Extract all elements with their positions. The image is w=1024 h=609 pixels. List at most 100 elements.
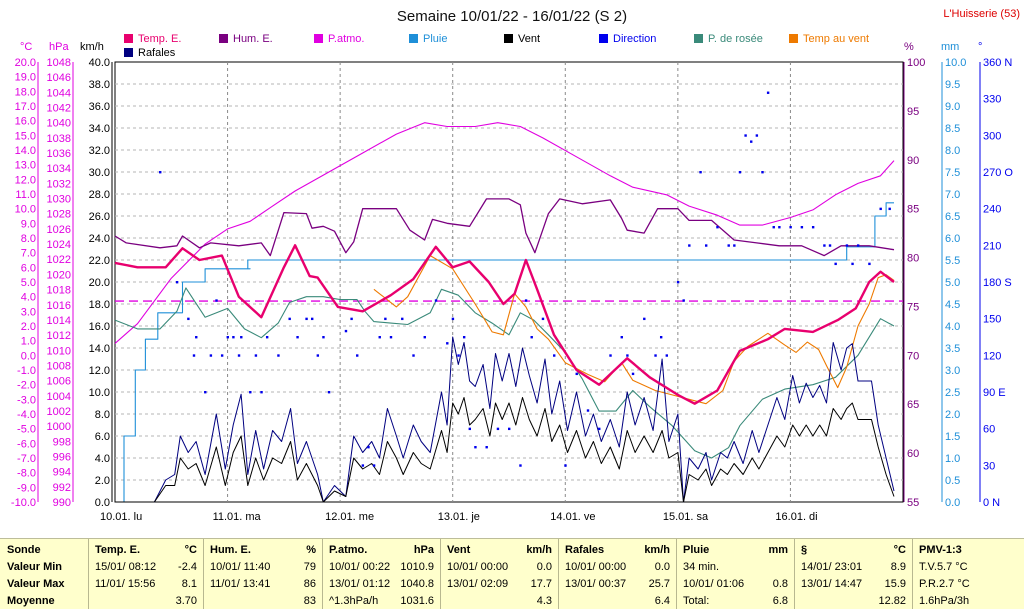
direction-point (626, 354, 629, 357)
weather-chart: Semaine 10/01/22 - 16/01/22 (S 2) L'Huis… (11, 8, 1020, 523)
series-hum (114, 198, 895, 257)
press-tick-label: 1014 (47, 315, 71, 327)
series-pluie (115, 202, 894, 503)
stats-header: Rafales (565, 544, 605, 556)
direction-point (750, 140, 753, 143)
temp-tick-label: -3.0 (17, 394, 36, 406)
direction-point (800, 226, 804, 229)
stats-when: 10/01/ 00:00 (447, 561, 509, 573)
legend-swatch-direction (599, 34, 608, 43)
rain-tick-label: 3.5 (945, 343, 960, 355)
direction-point (496, 427, 500, 431)
wind-tick-label: 8.0 (95, 409, 110, 421)
temp-tick-label: 2.0 (21, 321, 36, 333)
direction-point (260, 391, 263, 394)
temp-tick-label: -8.0 (17, 468, 36, 480)
stats-value: 17.7 (530, 578, 552, 590)
wind-tick-label: 14.0 (89, 343, 110, 355)
wind-tick-label: 38.0 (89, 79, 110, 91)
press-tick-label: 1046 (47, 72, 71, 84)
legend-label-patmo: P.atmo. (328, 33, 365, 45)
stats-when: 11/01/ 13:41 (210, 578, 271, 590)
temp-tick-label: 8.0 (21, 233, 36, 245)
press-tick-label: 1016 (47, 300, 71, 312)
direction-point (738, 171, 742, 174)
rain-tick-label: 8.0 (945, 145, 960, 157)
wind-tick-label: 20.0 (89, 277, 110, 289)
direction-point (682, 299, 685, 302)
direction-point (665, 354, 668, 357)
temp-tick-label: 0.0 (21, 350, 36, 362)
wind-tick-label: 18.0 (89, 299, 110, 311)
direction-point (716, 226, 719, 229)
stats-value: 83 (303, 595, 316, 607)
stats-when: 13/01/ 01:12 (329, 578, 391, 590)
x-tick-label: 12.01. me (325, 511, 374, 523)
rain-tick-label: 5.5 (945, 255, 960, 267)
dir-unit: ° (978, 41, 982, 53)
stats-when: 14/01/ 23:01 (801, 561, 863, 573)
rain-tick-label: 10.0 (945, 57, 966, 69)
direction-point (789, 226, 792, 229)
stats-when: 10/01/ 01:06 (683, 578, 745, 590)
dir-tick-label: 90 E (983, 387, 1006, 399)
wind-tick-label: 0.0 (95, 497, 110, 509)
legend-label-hum: Hum. E. (233, 33, 273, 45)
hum-tick-label: 70 (907, 350, 919, 362)
rain-tick-label: 7.0 (945, 189, 960, 201)
direction-point (727, 244, 730, 247)
rain-tick-label: 3.0 (945, 365, 960, 377)
wind-tick-label: 28.0 (89, 189, 110, 201)
press-tick-label: 1028 (47, 209, 71, 221)
direction-point (187, 317, 190, 321)
legend-swatch-vent (504, 34, 513, 43)
press-tick-label: 1002 (47, 406, 71, 418)
direction-point (851, 262, 854, 266)
temp-tick-label: -2.0 (17, 380, 36, 392)
direction-point (226, 336, 229, 339)
stats-value: 3.70 (175, 595, 197, 607)
dir-tick-label: 270 O (983, 167, 1013, 179)
dir-tick-label: 330 (983, 94, 1001, 106)
stats-value: 15.9 (884, 578, 906, 590)
press-tick-label: 1034 (47, 163, 71, 175)
temp-tick-label: 7.0 (21, 248, 36, 260)
x-tick-label: 10.01. lu (100, 511, 142, 523)
stats-when: 11/01/ 15:56 (95, 578, 156, 590)
stats-value: 6.4 (654, 595, 670, 607)
direction-point (811, 226, 815, 229)
wind-tick-label: 30.0 (89, 167, 110, 179)
x-tick-label: 13.01. je (438, 511, 480, 523)
wind-tick-label: 22.0 (89, 255, 110, 267)
press-tick-label: 1020 (47, 269, 71, 281)
wind-unit: km/h (80, 41, 104, 53)
temp-tick-label: 17.0 (15, 101, 36, 113)
stats-when: 10/01/ 11:40 (210, 561, 271, 573)
direction-point (195, 336, 198, 339)
direction-point (327, 391, 331, 394)
stats-value: 6.8 (772, 595, 788, 607)
stats-header: PMV-1:3 (919, 544, 962, 556)
direction-point (699, 171, 702, 174)
direction-point (845, 244, 849, 247)
temp-tick-label: -5.0 (17, 424, 36, 436)
direction-point (372, 464, 376, 467)
direction-point (209, 354, 213, 357)
direction-point (288, 317, 291, 321)
legend-label-tempvent: Temp au vent (803, 33, 869, 45)
direction-point (344, 329, 348, 333)
stats-value: 8.1 (181, 578, 197, 590)
legend-swatch-rosee (694, 34, 703, 43)
direction-point (778, 226, 781, 229)
temp-tick-label: 20.0 (15, 57, 36, 69)
direction-point (609, 354, 612, 357)
hum-tick-label: 75 (907, 301, 919, 313)
temp-tick-label: 1.0 (21, 336, 36, 348)
stats-when: 34 min. (683, 561, 720, 573)
direction-point (688, 244, 691, 247)
wind-tick-label: 4.0 (95, 453, 110, 465)
press-tick-label: 1022 (47, 254, 71, 266)
direction-point (175, 281, 179, 284)
stats-value: 25.7 (648, 578, 670, 590)
wind-tick-label: 16.0 (89, 321, 110, 333)
